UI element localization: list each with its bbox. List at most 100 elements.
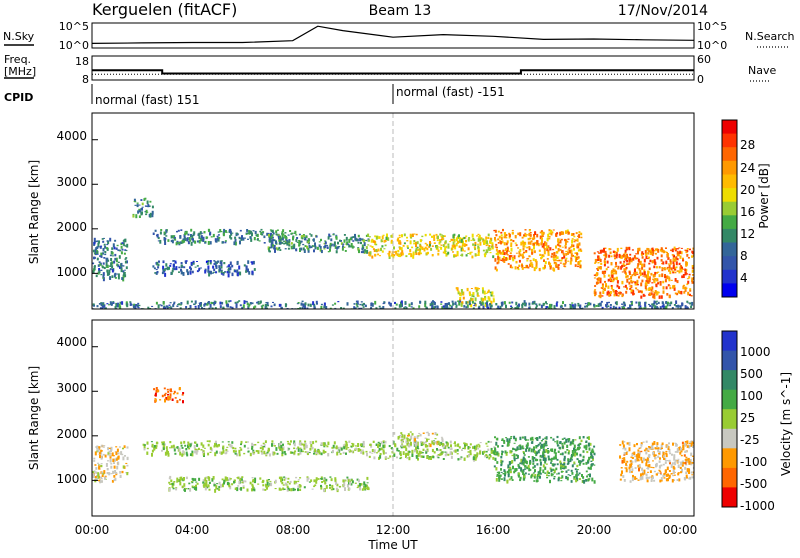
power-cell-7-281 bbox=[544, 261, 547, 265]
power-cell-7-135 bbox=[504, 232, 507, 235]
power-cell-4-13 bbox=[361, 244, 364, 249]
power-cell-0-132 bbox=[99, 255, 102, 257]
power-cell-8-484 bbox=[660, 254, 663, 258]
power-cell-0-142 bbox=[93, 266, 96, 270]
power-cell-8-369 bbox=[654, 271, 657, 275]
power-cell-3-47 bbox=[298, 233, 301, 236]
velocity-cell-2-293 bbox=[150, 441, 153, 443]
velocity-cell-2-134 bbox=[332, 444, 335, 449]
velocity-cell-7-244 bbox=[681, 468, 683, 473]
velocity-cell-5-65 bbox=[414, 438, 416, 442]
power-cell-9-302 bbox=[208, 307, 211, 309]
power-cell-2-148 bbox=[243, 264, 246, 267]
velocity-cell-4-239 bbox=[476, 452, 479, 456]
velocity-cell-3-170 bbox=[329, 476, 332, 478]
velocity-cell-2-207 bbox=[263, 446, 265, 448]
power-cell-3-95 bbox=[296, 237, 299, 239]
power-cell-6-56 bbox=[461, 291, 464, 294]
velocity-cell-7-197 bbox=[622, 444, 625, 448]
power-cell-7-306 bbox=[536, 240, 539, 244]
velocity-cell-3-147 bbox=[171, 482, 174, 486]
power-cell-8-504 bbox=[662, 261, 665, 265]
power-cell-7-179 bbox=[546, 248, 549, 252]
xtick-2400: 00:00 bbox=[663, 523, 698, 537]
velocity-cell-1-13 bbox=[172, 393, 175, 395]
power-cell-9-335 bbox=[440, 301, 443, 303]
power-cb-tick-12: 12 bbox=[740, 227, 755, 241]
power-cell-8-223 bbox=[635, 271, 638, 274]
velocity-cell-3-209 bbox=[266, 481, 269, 486]
velocity-cell-0-36 bbox=[116, 465, 119, 470]
power-cell-4-75 bbox=[290, 245, 293, 250]
power-cell-8-502 bbox=[674, 271, 677, 274]
power-cell-9-123 bbox=[608, 301, 610, 304]
power-cell-9-367 bbox=[666, 301, 669, 304]
power-cell-0-141 bbox=[110, 262, 113, 266]
power-colorbar-swatch-5 bbox=[722, 188, 737, 203]
power-cell-4-7 bbox=[334, 245, 337, 249]
power-cell-9-444 bbox=[669, 302, 671, 304]
velocity-cell-0-106 bbox=[126, 464, 129, 467]
power-cell-3-222 bbox=[236, 232, 238, 235]
velocity-cell-0-1 bbox=[98, 453, 101, 455]
velocity-cell-7-200 bbox=[671, 462, 674, 465]
power-cell-5-171 bbox=[455, 242, 458, 247]
power-cell-7-337 bbox=[553, 268, 556, 272]
power-cell-5-75 bbox=[406, 240, 409, 242]
power-cell-8-528 bbox=[685, 261, 688, 265]
velocity-cell-6-490 bbox=[563, 441, 566, 445]
power-cell-8-147 bbox=[684, 249, 687, 251]
velocity-cell-4-14 bbox=[490, 441, 493, 443]
power-cell-9-189 bbox=[334, 302, 337, 305]
power-cell-0-90 bbox=[95, 274, 98, 278]
velocity-cell-7-127 bbox=[688, 444, 691, 449]
power-cell-8-494 bbox=[610, 285, 613, 287]
power-cell-5-213 bbox=[454, 245, 457, 250]
velocity-cell-1-29 bbox=[169, 396, 172, 399]
velocity-cell-4-1 bbox=[408, 456, 411, 461]
power-cell-2-75 bbox=[155, 268, 158, 271]
power-cell-9-261 bbox=[441, 306, 444, 309]
power-cell-4-112 bbox=[339, 239, 341, 242]
velocity-cell-4-198 bbox=[453, 442, 456, 444]
velocity-cell-5-38 bbox=[407, 433, 410, 436]
velocity-cell-6-71 bbox=[556, 435, 559, 439]
power-cell-7-336 bbox=[548, 229, 551, 232]
power-cell-5-304 bbox=[426, 243, 429, 247]
velocity-cell-6-167 bbox=[522, 447, 525, 450]
power-cell-2-50 bbox=[162, 265, 165, 270]
velocity-cell-7-144 bbox=[643, 449, 646, 452]
velocity-cell-3-69 bbox=[321, 481, 324, 483]
power-cell-9-159 bbox=[523, 300, 526, 304]
velocity-cell-3-268 bbox=[241, 481, 244, 484]
power-cell-8-132 bbox=[630, 280, 633, 283]
velocity-cell-0-134 bbox=[100, 449, 103, 452]
velocity-cell-4-45 bbox=[464, 443, 467, 447]
velocity-cell-2-167 bbox=[162, 445, 165, 448]
power-cell-0-98 bbox=[93, 241, 96, 245]
power-cell-5-303 bbox=[416, 241, 419, 245]
power-cell-4-32 bbox=[356, 238, 359, 242]
velocity-cell-0-137 bbox=[125, 462, 128, 464]
velocity-cell-2-270 bbox=[173, 448, 176, 452]
velocity-cell-3-177 bbox=[190, 480, 193, 482]
velocity-cell-3-276 bbox=[251, 477, 254, 479]
power-cell-7-315 bbox=[574, 252, 577, 254]
power-cell-2-52 bbox=[186, 269, 189, 273]
velocity-cell-5-62 bbox=[419, 434, 422, 437]
velocity-cell-4-35 bbox=[463, 457, 466, 461]
velocity-cell-7-119 bbox=[630, 466, 633, 468]
power-cell-5-159 bbox=[440, 246, 443, 250]
velocity-cell-4-220 bbox=[476, 455, 478, 457]
power-cell-7-233 bbox=[518, 264, 521, 267]
power-cell-9-530 bbox=[245, 300, 248, 303]
power-cell-4-176 bbox=[320, 249, 323, 254]
velocity-cell-4-194 bbox=[382, 449, 385, 453]
velocity-cell-2-81 bbox=[222, 449, 225, 454]
power-cell-9-528 bbox=[309, 303, 312, 307]
velocity-cell-5-37 bbox=[393, 432, 396, 435]
velocity-cell-6-17 bbox=[540, 456, 543, 458]
power-cell-4-196 bbox=[277, 234, 280, 236]
velocity-cell-0-33 bbox=[122, 456, 125, 461]
power-cell-5-109 bbox=[400, 252, 403, 257]
